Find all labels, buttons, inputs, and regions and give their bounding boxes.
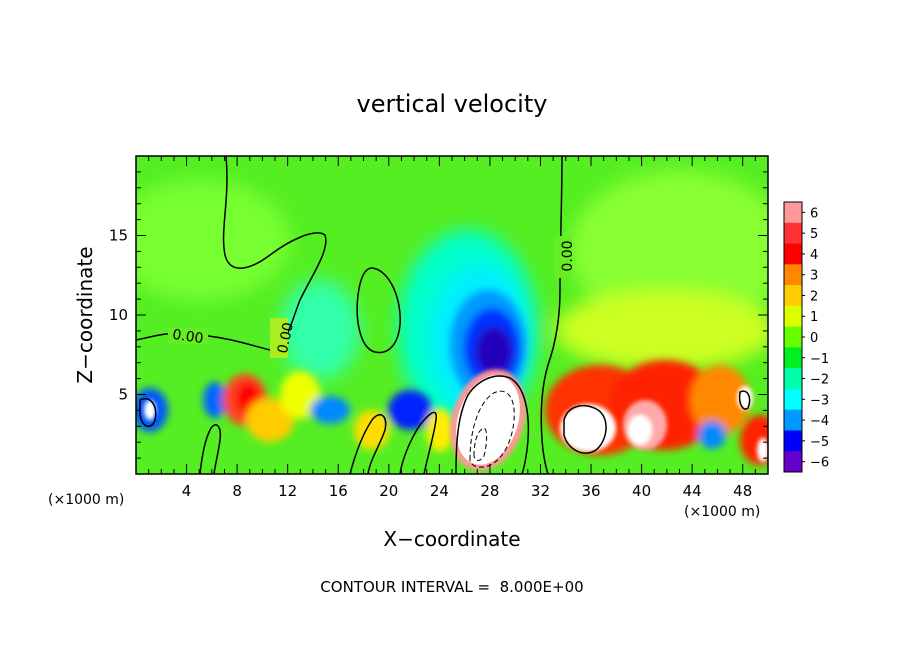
dashed-contour-inner bbox=[473, 427, 488, 461]
zero-contour-x18-lower bbox=[349, 414, 387, 474]
updraft-x36-core bbox=[560, 404, 616, 452]
colorbar-label: −2 bbox=[810, 373, 829, 388]
downdraft-x22 bbox=[388, 390, 432, 430]
colorbar-label: −5 bbox=[810, 435, 829, 450]
y-axis-ticks: 5 10 15 bbox=[109, 171, 768, 459]
contour-label-2-bg bbox=[270, 318, 288, 358]
x-axis-label: X−coordinate bbox=[383, 527, 520, 551]
colorbar-swatch bbox=[784, 222, 802, 245]
contour-interval-text: CONTOUR INTERVAL = 8.000E+00 bbox=[320, 578, 583, 596]
upper-left-light-region bbox=[136, 180, 290, 300]
yellow-region-x10 bbox=[246, 398, 294, 442]
colorbar-label: 2 bbox=[810, 289, 818, 304]
colorbar-swatch bbox=[784, 243, 802, 265]
colorbar-swatch bbox=[784, 326, 802, 348]
y-tick-label: 5 bbox=[118, 386, 128, 404]
colorbar: 6 5 4 3 2 1 0 −1 −2 −3 −4 −5 −6 bbox=[783, 201, 829, 473]
x-units-left: (×1000 m) bbox=[48, 492, 124, 508]
upper-right-light-region bbox=[570, 170, 768, 330]
colorbar-swatch bbox=[784, 202, 802, 224]
x-tick-label: 48 bbox=[733, 482, 752, 500]
contour-label-2: 0.00 bbox=[275, 321, 297, 355]
x-tick-label: 24 bbox=[430, 482, 449, 500]
zero-contour-x48 bbox=[738, 390, 751, 410]
contour-label-3: 0.00 bbox=[560, 240, 576, 271]
x-tick-label: 20 bbox=[379, 482, 398, 500]
contour-label-3-bg bbox=[554, 236, 572, 278]
colorbar-swatch bbox=[784, 409, 802, 431]
y-axis-label: Z−coordinate bbox=[73, 246, 97, 383]
colorbar-label: −6 bbox=[810, 456, 829, 471]
right-yellow-band bbox=[555, 290, 768, 370]
yellow-region-x13 bbox=[280, 371, 320, 419]
x-tick-label: 16 bbox=[329, 482, 348, 500]
colorbar-swatch bbox=[784, 347, 802, 369]
colorbar-swatch bbox=[784, 430, 802, 452]
colorbar-label: 4 bbox=[810, 248, 818, 263]
y-tick-label: 15 bbox=[109, 227, 128, 245]
colorbar-label: −1 bbox=[810, 352, 829, 367]
x-tick-label: 12 bbox=[278, 482, 297, 500]
x-tick-label: 4 bbox=[182, 482, 192, 500]
x-tick-label: 36 bbox=[581, 482, 600, 500]
zero-contour-x6-lower bbox=[199, 424, 222, 474]
x-tick-label: 44 bbox=[683, 482, 702, 500]
x-tick-label: 32 bbox=[531, 482, 550, 500]
y-tick-label: 10 bbox=[109, 306, 128, 324]
colorbar-swatch bbox=[784, 264, 802, 286]
downdraft-x45 bbox=[698, 421, 726, 449]
colorbar-label: 6 bbox=[810, 206, 818, 221]
zero-contour-left-upper bbox=[136, 156, 327, 351]
colorbar-label: 0 bbox=[810, 331, 818, 346]
zero-contours bbox=[136, 156, 751, 474]
updraft-x41-white bbox=[628, 415, 652, 445]
downdraft-x6 bbox=[203, 382, 227, 418]
colorbar-swatch bbox=[784, 285, 802, 307]
colorbar-swatch bbox=[784, 368, 802, 390]
x-tick-label: 40 bbox=[632, 482, 651, 500]
x-units-right: (×1000 m) bbox=[684, 504, 760, 520]
mid-left-cyan-region bbox=[280, 280, 360, 380]
updraft-right-edge-white bbox=[757, 438, 768, 462]
colorbar-swatch bbox=[784, 451, 802, 473]
downdraft-core bbox=[476, 327, 512, 377]
colorbar-label: −3 bbox=[810, 393, 829, 408]
colorbar-swatch bbox=[784, 388, 802, 411]
orange-region-x47 bbox=[690, 365, 750, 435]
x-axis-ticks: 4 8 12 16 20 24 28 32 36 40 44 48 bbox=[148, 156, 756, 500]
downdraft-x15 bbox=[310, 396, 350, 424]
zero-contour-x32 bbox=[540, 156, 563, 474]
x-tick-label: 28 bbox=[480, 482, 499, 500]
zero-contour-x22-lower bbox=[399, 411, 437, 474]
positive-dashed-contours bbox=[469, 390, 515, 468]
zero-contour-x36 bbox=[563, 404, 607, 454]
colorbar-label: 5 bbox=[810, 227, 818, 242]
x-tick-label: 8 bbox=[232, 482, 242, 500]
colorbar-label: 1 bbox=[810, 310, 818, 325]
contour-label-1-bg bbox=[168, 328, 208, 344]
left-edge-white bbox=[144, 400, 156, 420]
contour-label-1: 0.00 bbox=[171, 327, 204, 347]
central-updraft-core bbox=[456, 375, 520, 465]
yellow-region-x24 bbox=[426, 408, 454, 452]
dashed-contour-outer bbox=[469, 390, 515, 468]
zero-contour-island-x19 bbox=[356, 267, 401, 354]
colorbar-label: 3 bbox=[810, 269, 818, 284]
zero-contour-x24 bbox=[455, 375, 530, 474]
colorbar-swatch bbox=[784, 305, 802, 328]
colorbar-label: −4 bbox=[810, 414, 829, 429]
chart-title: vertical velocity bbox=[357, 90, 548, 118]
zero-contour-left-edge bbox=[139, 398, 157, 427]
heatmap-field: 0.00 0.00 0.00 bbox=[136, 156, 768, 474]
